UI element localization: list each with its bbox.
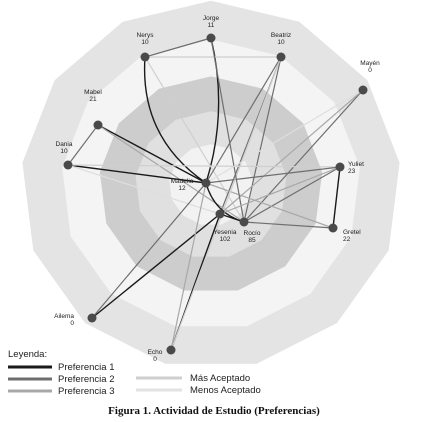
- legend-label: Preferencia 3: [58, 386, 115, 397]
- node-value: 23: [348, 168, 356, 175]
- edge: [143, 56, 207, 184]
- edge: [205, 166, 341, 184]
- node-name: Madelia: [171, 178, 194, 185]
- node-value: 21: [89, 96, 97, 103]
- legend-label: Preferencia 2: [58, 374, 115, 385]
- legend-label: Preferencia 1: [58, 362, 115, 373]
- node: [276, 52, 286, 62]
- caption: Figura 1. Actividad de Estudio (Preferen…: [108, 405, 320, 417]
- node-name: Ailema: [54, 313, 74, 320]
- edge: [67, 164, 341, 168]
- node: [166, 345, 176, 355]
- edge: [243, 221, 334, 229]
- node: [358, 85, 368, 95]
- edge: [205, 182, 334, 229]
- node-value: 12: [178, 185, 186, 192]
- nodes: Jorge11Nerys10Beatriz10Mayén0Mabel21Dani…: [54, 15, 380, 363]
- node: [328, 223, 338, 233]
- node: [140, 52, 150, 62]
- edge: [170, 182, 207, 351]
- node: [335, 162, 345, 172]
- node-value: 10: [60, 148, 68, 155]
- legend-label: Menos Aceptado: [190, 385, 261, 396]
- node-value: 10: [277, 39, 285, 46]
- edge: [144, 56, 245, 223]
- edge: [243, 89, 364, 223]
- legend-title: Leyenda:: [8, 349, 47, 360]
- edge: [67, 164, 221, 215]
- edge: [67, 164, 207, 184]
- edge: [91, 182, 207, 319]
- node-name: Dania: [56, 141, 73, 148]
- node-value: 0: [70, 320, 74, 327]
- edge: [332, 166, 341, 229]
- node-name: Beatriz: [271, 32, 291, 39]
- node-name: Yuliet: [348, 161, 364, 168]
- node-name: Mabel: [84, 89, 102, 96]
- edge: [144, 37, 212, 58]
- node-value: 102: [220, 236, 231, 243]
- edge: [243, 166, 341, 223]
- node: [201, 178, 211, 188]
- edge: [97, 124, 245, 223]
- edge: [91, 213, 221, 319]
- edge: [205, 56, 282, 184]
- node: [239, 217, 249, 227]
- node: [215, 209, 225, 219]
- node-name: Nerys: [137, 32, 155, 39]
- node-name: Gretel: [343, 229, 361, 236]
- node: [87, 313, 97, 323]
- node-name: Mayén: [360, 60, 380, 67]
- node-value: 11: [208, 22, 215, 29]
- edge: [219, 166, 341, 215]
- edge: [210, 37, 245, 223]
- node-value: 0: [153, 356, 157, 363]
- node-value: 22: [343, 236, 351, 243]
- node-value: 85: [248, 237, 256, 244]
- node: [206, 33, 216, 43]
- edge: [170, 56, 282, 351]
- edge: [219, 89, 364, 215]
- edge: [97, 124, 207, 184]
- node-value: 0: [368, 67, 372, 74]
- node-name: Yesenia: [214, 229, 237, 236]
- node: [93, 120, 103, 130]
- node-value: 10: [141, 39, 149, 46]
- edge: [205, 89, 364, 184]
- background-rings: [22, 0, 400, 364]
- node-name: Echo: [148, 349, 163, 356]
- node-name: Rocío: [244, 230, 261, 237]
- node-name: Jorge: [203, 15, 220, 22]
- edges: [67, 37, 364, 351]
- node: [63, 160, 73, 170]
- legend-label: Más Aceptado: [190, 373, 250, 384]
